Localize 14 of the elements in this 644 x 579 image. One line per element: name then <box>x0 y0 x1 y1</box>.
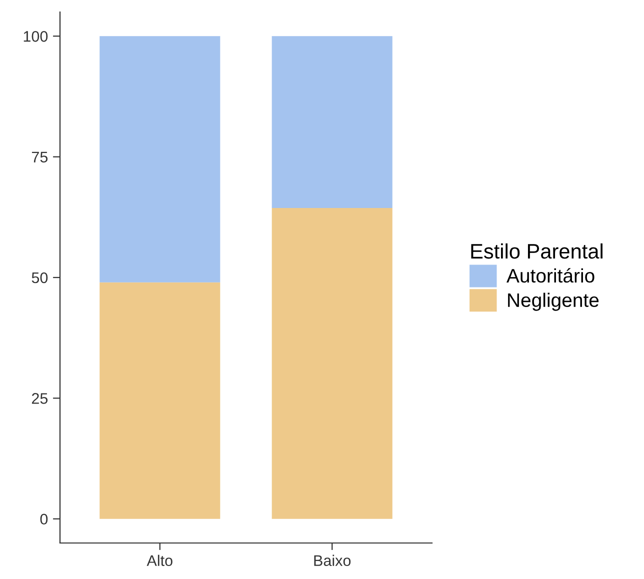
legend-label: Negligente <box>508 292 599 311</box>
y-tick-label: 75 <box>32 152 48 163</box>
legend-label: Autoritário <box>506 268 594 283</box>
y-tick-label: 25 <box>32 393 48 404</box>
bar <box>272 208 392 519</box>
bar <box>272 36 392 208</box>
y-tick-label: 50 <box>32 272 48 284</box>
y-tick-label: 0 <box>40 514 48 525</box>
x-tick-label: Alto <box>146 554 172 566</box>
legend-title: Estilo Parental <box>471 243 602 259</box>
y-tick-label: 100 <box>24 31 48 42</box>
bar <box>100 282 220 519</box>
x-tick-label: Baixo <box>314 554 351 566</box>
bar <box>100 36 220 282</box>
